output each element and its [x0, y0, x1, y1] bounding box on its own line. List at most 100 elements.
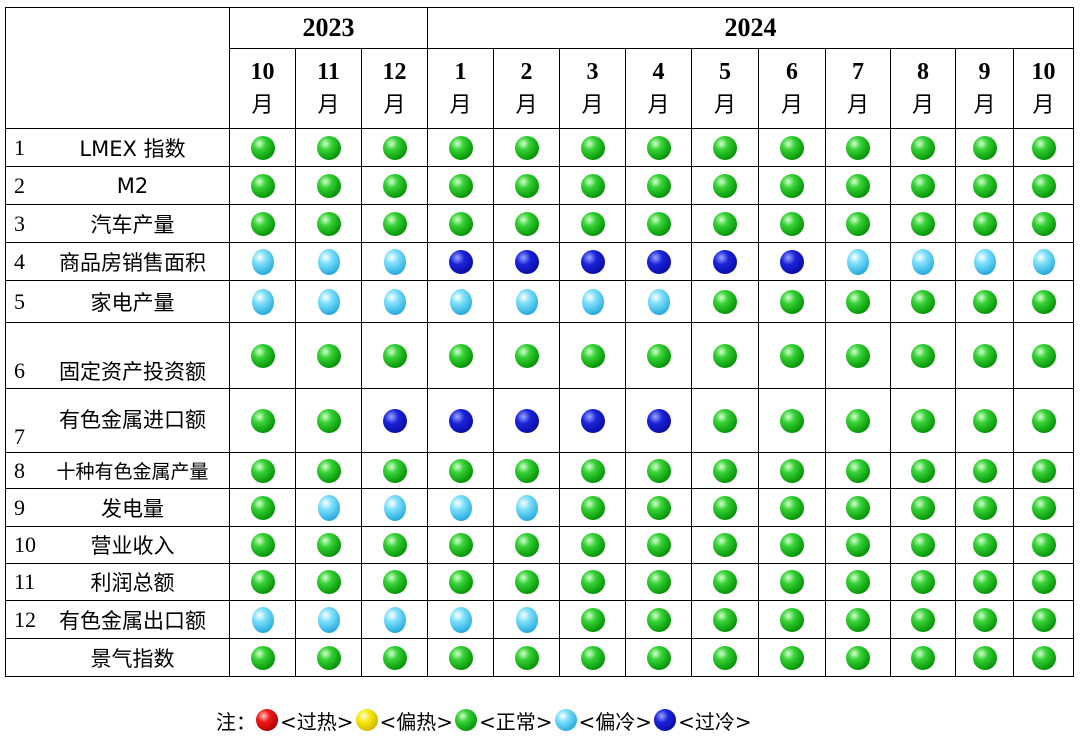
normal-signal-ball-icon — [646, 343, 671, 368]
normal-signal-ball-icon — [580, 645, 605, 670]
signal-cell — [361, 322, 428, 389]
signal-cell — [295, 242, 362, 281]
normal-signal-ball-icon — [382, 645, 407, 670]
signal-cell — [1013, 638, 1074, 677]
signal-cell — [229, 322, 296, 389]
normal-signal-ball-icon — [911, 495, 935, 520]
normal-signal-ball-icon — [646, 495, 671, 520]
signal-cell — [493, 388, 560, 453]
signal-cell — [955, 166, 1014, 205]
signal-cell — [427, 638, 494, 677]
cold-signal-ball-icon — [448, 249, 473, 274]
indicator-row: 6 固定资产投资额 — [5, 322, 1074, 389]
row-number: 12 — [14, 606, 36, 632]
normal-signal-ball-icon — [780, 211, 804, 236]
indicator-label: 固定资产投资额 — [59, 359, 206, 384]
normal-signal-ball-icon — [316, 570, 341, 594]
signal-cell — [295, 280, 362, 323]
cool-signal-ball-icon — [973, 248, 996, 275]
normal-signal-ball-icon — [250, 343, 275, 368]
signal-cell — [691, 452, 759, 489]
cool-signal-ball-icon — [449, 606, 472, 633]
signal-cell — [955, 280, 1014, 323]
signal-cell — [758, 204, 826, 243]
normal-signal-ball-icon — [780, 458, 804, 483]
indicator-label: 商品房销售面积 — [59, 250, 206, 275]
signal-cell — [493, 452, 560, 489]
signal-cell — [955, 128, 1014, 167]
indicator-label: 有色金属出口额 — [59, 608, 206, 633]
indicator-row: 7 有色金属进口额 — [5, 388, 1074, 453]
cold-signal-ball-icon — [780, 249, 804, 274]
signal-cell — [295, 166, 362, 205]
signal-cell — [625, 166, 692, 205]
cold-signal-ball-icon — [646, 249, 671, 274]
normal-signal-ball-icon — [448, 645, 473, 670]
row-number: 2 — [14, 172, 25, 198]
normal-signal-ball-icon — [846, 289, 870, 314]
indicator-name-cell: 2 M2 — [5, 166, 230, 205]
month-number: 9 — [978, 58, 991, 85]
signal-cell — [559, 204, 626, 243]
yellow-ball-icon — [355, 709, 378, 731]
legend-label: <偏热> — [379, 710, 454, 734]
signal-cell — [295, 128, 362, 167]
cool-signal-ball-icon — [449, 288, 472, 315]
month-unit: 月 — [449, 92, 472, 118]
cool-signal-ball-icon — [317, 248, 340, 275]
normal-signal-ball-icon — [250, 135, 275, 160]
year-header: 2024 — [427, 7, 1074, 49]
cool-signal-ball-icon — [647, 288, 670, 315]
signal-cell — [955, 563, 1014, 601]
normal-signal-ball-icon — [911, 135, 935, 160]
normal-signal-ball-icon — [1031, 173, 1056, 198]
signal-cell — [427, 166, 494, 205]
signal-cell — [691, 600, 759, 639]
signal-cell — [493, 638, 560, 677]
signal-cell — [955, 488, 1014, 527]
normal-signal-ball-icon — [972, 495, 997, 520]
normal-signal-ball-icon — [250, 533, 275, 557]
month-number: 8 — [917, 58, 929, 85]
legend-item: <偏热> — [355, 706, 454, 735]
normal-signal-ball-icon — [780, 495, 804, 520]
normal-signal-ball-icon — [780, 408, 804, 433]
normal-signal-ball-icon — [1031, 607, 1056, 632]
signal-cell — [427, 452, 494, 489]
normal-signal-ball-icon — [846, 173, 870, 198]
normal-signal-ball-icon — [646, 458, 671, 483]
month-unit: 月 — [383, 92, 406, 118]
corner-cell — [5, 7, 230, 129]
cool-signal-ball-icon — [251, 248, 274, 275]
normal-signal-ball-icon — [250, 173, 275, 198]
month-header-row: 10 月 11 月 12 月 1 月 2 月 3 月 4 月 5 月 6 月 7 月 8 月 9 月 10 月 — [6, 48, 1074, 129]
indicator-row: 5 家电产量 — [5, 280, 1074, 323]
normal-signal-ball-icon — [646, 135, 671, 160]
indicator-label: 发电量 — [101, 496, 164, 521]
normal-signal-ball-icon — [1031, 408, 1056, 433]
indicator-row: 3 汽车产量 — [5, 204, 1074, 243]
signal-cell — [229, 638, 296, 677]
normal-signal-ball-icon — [780, 173, 804, 198]
signal-cell — [361, 452, 428, 489]
indicator-label: M2 — [116, 173, 149, 198]
signal-cell — [758, 638, 826, 677]
normal-signal-ball-icon — [972, 211, 997, 236]
signal-cell — [1013, 204, 1074, 243]
normal-signal-ball-icon — [448, 458, 473, 483]
indicator-name-cell: 4 商品房销售面积 — [5, 242, 230, 281]
signal-cell — [559, 452, 626, 489]
signal-cell — [955, 638, 1014, 677]
indicator-label: 景气指数 — [90, 646, 175, 671]
signal-cell — [229, 242, 296, 281]
signal-cell — [758, 488, 826, 527]
signal-cell — [955, 204, 1014, 243]
indicator-row: 景气指数 — [5, 638, 1074, 677]
normal-signal-ball-icon — [780, 645, 804, 670]
cold-signal-ball-icon — [514, 408, 539, 433]
signal-cell — [758, 563, 826, 601]
